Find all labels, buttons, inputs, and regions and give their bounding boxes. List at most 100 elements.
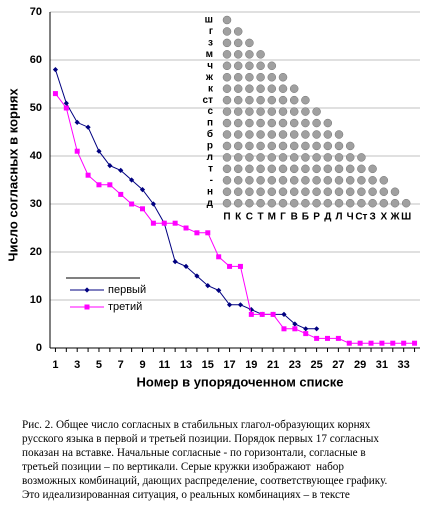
y-tick-label: 0	[36, 342, 42, 354]
inset-dot	[267, 153, 277, 162]
inset-row-label: г	[209, 26, 213, 37]
inset-row-label: б	[207, 128, 213, 140]
legend-label: первый	[108, 284, 146, 296]
inset-dot	[289, 84, 299, 93]
x-tick-label: 33	[398, 359, 410, 371]
x-tick-label: 13	[180, 359, 192, 371]
inset-dot	[334, 141, 344, 151]
inset-dot	[256, 61, 265, 71]
inset-dot	[323, 118, 333, 128]
inset-dot	[301, 141, 310, 151]
inset-row-label: з	[208, 38, 213, 49]
data-point	[303, 326, 309, 332]
data-point	[205, 283, 211, 289]
inset-dot	[357, 198, 366, 208]
inset-dot	[345, 187, 355, 196]
inset-dot	[345, 153, 355, 162]
data-point	[248, 307, 254, 313]
inset-dot	[233, 95, 243, 105]
inset-dot	[289, 95, 299, 105]
inset-dot	[334, 176, 344, 185]
inset-dot	[222, 95, 232, 105]
inset-dot	[379, 198, 389, 208]
x-tick-label: 11	[158, 359, 170, 371]
data-point	[63, 105, 69, 111]
legend-label: третий	[108, 301, 142, 313]
inset-dot	[289, 198, 299, 208]
inset-dot	[289, 118, 299, 128]
inset-dot	[301, 107, 310, 116]
y-tick-label: 20	[30, 246, 42, 258]
data-point	[390, 340, 396, 346]
inset-dot	[301, 95, 310, 105]
inset-dot	[323, 187, 333, 196]
inset-row-label: п	[207, 118, 213, 129]
data-point	[237, 302, 244, 308]
inset-dot	[323, 198, 333, 208]
x-tick-label: 25	[310, 359, 322, 371]
inset-dot	[222, 61, 232, 71]
inset-dot	[267, 84, 277, 93]
data-point	[183, 225, 189, 231]
inset-dot	[323, 153, 333, 162]
inset-dot	[312, 176, 321, 185]
inset-dot	[357, 164, 366, 174]
inset-dot	[345, 176, 355, 185]
inset-dot	[278, 176, 288, 185]
inset-dot	[222, 38, 232, 48]
inset-dot	[256, 118, 265, 128]
caption: Рис. 2. Общее число согласных в стабильн…	[22, 418, 422, 502]
inset-dot	[245, 176, 254, 185]
inset-dot	[222, 153, 232, 162]
inset-dot	[312, 118, 321, 128]
inset-dot	[233, 84, 243, 93]
inset-column-label: Т	[258, 211, 264, 222]
caption-line: Это идеализированная ситуация, о реальны…	[22, 489, 350, 501]
data-point	[346, 340, 352, 346]
inset-dot	[278, 118, 288, 128]
inset-dot	[245, 38, 254, 48]
inset-dot	[267, 118, 277, 128]
inset-dot	[345, 198, 355, 208]
data-point	[107, 163, 113, 169]
inset-dot	[256, 84, 265, 93]
inset-dot	[222, 27, 232, 36]
data-point	[314, 335, 320, 341]
data-point	[335, 335, 341, 341]
inset-dot	[233, 38, 243, 48]
y-axis-title: Число согласных в корнях	[5, 88, 20, 262]
x-tick-label: 23	[289, 359, 301, 371]
inset-dot	[334, 164, 344, 174]
inset-dot	[267, 95, 277, 105]
inset-column-label: Б	[302, 211, 309, 222]
inset-dot	[256, 164, 265, 174]
inset-dot	[256, 198, 265, 208]
inset-dot	[222, 50, 232, 59]
inset-dot	[233, 187, 243, 196]
data-point	[150, 201, 156, 207]
inset-dot	[267, 141, 277, 151]
inset-row-label: д	[207, 198, 214, 209]
inset-dot	[312, 141, 321, 151]
data-point	[292, 326, 298, 332]
inset-dot	[301, 153, 310, 162]
inset-row-label: с	[207, 106, 213, 117]
inset-dot	[222, 164, 232, 174]
caption-line: Рис. 2. Общее число согласных в стабильн…	[22, 419, 371, 431]
inset-dot	[245, 73, 254, 82]
inset-dot	[323, 141, 333, 151]
inset-dot	[245, 107, 254, 116]
inset-dot	[222, 107, 232, 116]
legend-marker	[84, 287, 90, 293]
inset-column-label: Ч	[347, 211, 354, 222]
inset-dot	[278, 107, 288, 116]
inset-dot	[301, 118, 310, 128]
inset-dot	[334, 187, 344, 196]
x-tick-label: 29	[354, 359, 366, 371]
inset-dot	[278, 187, 288, 196]
inset-row-label: м	[206, 49, 213, 60]
data-point	[237, 263, 243, 269]
data-point	[248, 311, 254, 317]
y-tick-label: 10	[30, 294, 42, 306]
data-point	[194, 273, 200, 279]
